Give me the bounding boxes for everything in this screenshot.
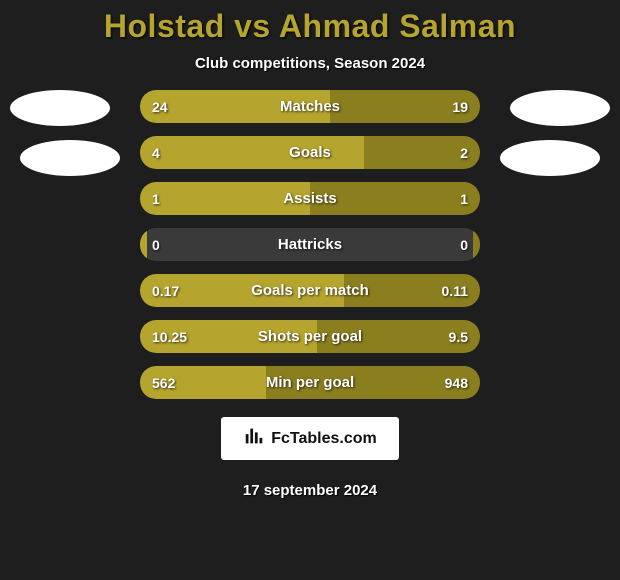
stat-label: Shots per goal xyxy=(140,328,480,345)
stat-row: 00Hattricks xyxy=(140,228,480,261)
chart-bars-icon xyxy=(243,425,265,452)
player2-avatar xyxy=(510,90,610,126)
subtitle: Club competitions, Season 2024 xyxy=(195,55,425,72)
vs-separator: vs xyxy=(234,8,271,44)
stat-row: 42Goals xyxy=(140,136,480,169)
player1-avatar xyxy=(10,90,110,126)
stat-label: Matches xyxy=(140,98,480,115)
snapshot-date: 17 september 2024 xyxy=(243,482,377,499)
stat-row: 562948Min per goal xyxy=(140,366,480,399)
stat-label: Hattricks xyxy=(140,236,480,253)
stat-row: 0.170.11Goals per match xyxy=(140,274,480,307)
player1-avatar-shadow xyxy=(20,140,120,176)
brand-badge[interactable]: FcTables.com xyxy=(221,417,399,460)
stats-area: 2419Matches 42Goals 11Assists 00Hattricks 0.… xyxy=(0,90,620,399)
page-title: Holstad vs Ahmad Salman xyxy=(104,8,516,45)
stat-row: 2419Matches xyxy=(140,90,480,123)
stat-label: Min per goal xyxy=(140,374,480,391)
stat-label: Assists xyxy=(140,190,480,207)
player2-name: Ahmad Salman xyxy=(279,8,516,44)
stat-label: Goals xyxy=(140,144,480,161)
brand-text: FcTables.com xyxy=(271,430,377,448)
player2-avatar-shadow xyxy=(500,140,600,176)
player1-name: Holstad xyxy=(104,8,225,44)
stat-row: 10.259.5Shots per goal xyxy=(140,320,480,353)
stat-row: 11Assists xyxy=(140,182,480,215)
stat-label: Goals per match xyxy=(140,282,480,299)
comparison-card: Holstad vs Ahmad Salman Club competition… xyxy=(0,0,620,580)
